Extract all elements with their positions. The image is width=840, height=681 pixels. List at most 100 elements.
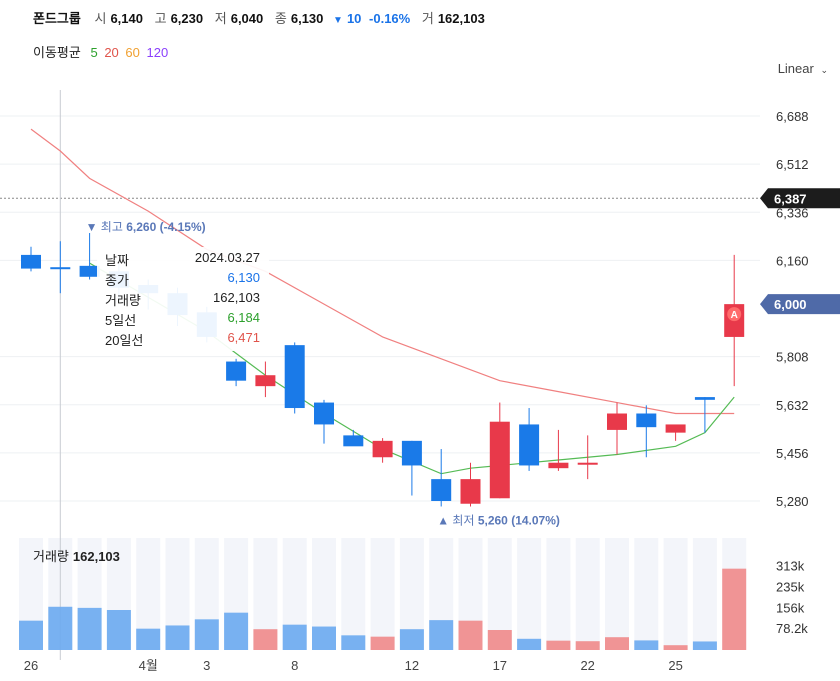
- crosshair-tooltip: 날짜 2024.03.27 종가 6,130 거래량 162,103 5일선 6…: [97, 247, 269, 351]
- volume-bar[interactable]: [575, 641, 600, 650]
- ma-20[interactable]: 20: [104, 45, 119, 60]
- volume-column-bg: [692, 538, 717, 650]
- volume-bar[interactable]: [341, 635, 366, 650]
- volume-column-bg: [517, 538, 542, 650]
- tooltip-close-row: 종가 6,130: [105, 270, 260, 290]
- volume-bar[interactable]: [692, 641, 717, 650]
- alert-marker-icon[interactable]: [727, 307, 742, 322]
- x-tick-label: 26: [24, 658, 38, 673]
- candle-body[interactable]: [460, 479, 481, 504]
- volume-bar[interactable]: [19, 620, 43, 650]
- x-tick-label: 25: [668, 658, 682, 673]
- chevron-down-icon: ⌄: [820, 65, 828, 75]
- volume-bar[interactable]: [487, 630, 512, 650]
- ma-60[interactable]: 60: [125, 45, 140, 60]
- candle-body[interactable]: [255, 375, 276, 387]
- candle-body[interactable]: [401, 440, 422, 466]
- candle-body[interactable]: [519, 424, 540, 466]
- x-tick-label: 3: [203, 658, 210, 673]
- price-tick-label: 5,632: [776, 398, 809, 413]
- volume-bar[interactable]: [282, 624, 307, 650]
- ma-120[interactable]: 120: [146, 45, 169, 60]
- candle-body[interactable]: [694, 397, 715, 400]
- volume-bar[interactable]: [165, 625, 190, 650]
- volume-label: 거: [421, 11, 434, 26]
- open-label: 시: [94, 11, 107, 26]
- volume-bar[interactable]: [77, 607, 102, 650]
- volume-tick-label: 235k: [776, 579, 805, 594]
- moving-average-legend[interactable]: 이동평균 5 20 60 120: [33, 42, 171, 61]
- candle-body[interactable]: [548, 462, 569, 469]
- volume-bar[interactable]: [663, 645, 688, 650]
- volume-bar[interactable]: [48, 606, 73, 650]
- volume-tick-label: 156k: [776, 600, 805, 615]
- high-annotation: ▼ 최고 6,260 (-4.15%): [86, 220, 206, 234]
- volume-bar[interactable]: [722, 568, 747, 650]
- volume-panel-label: 거래량: [33, 549, 69, 564]
- price-tick-label: 6,336: [776, 205, 809, 220]
- close-value: 6,130: [290, 11, 324, 26]
- volume-bar[interactable]: [370, 636, 395, 650]
- last-price-label: 6,000: [774, 297, 807, 312]
- tooltip-ma5-row: 5일선 6,184: [105, 310, 260, 330]
- candle-body[interactable]: [431, 479, 452, 501]
- price-tick-label: 5,280: [776, 494, 809, 509]
- volume-column-bg: [575, 538, 600, 650]
- volume-bar[interactable]: [399, 629, 424, 650]
- volume-bar[interactable]: [224, 612, 249, 650]
- change-value: 10: [346, 11, 362, 26]
- scale-mode-label: Linear: [777, 61, 814, 76]
- volume-bar[interactable]: [546, 640, 571, 650]
- candle-body[interactable]: [607, 413, 627, 430]
- x-tick-label: 17: [493, 658, 507, 673]
- candle-body[interactable]: [372, 440, 393, 458]
- ma20-line: [30, 128, 735, 415]
- candle-body[interactable]: [489, 421, 510, 499]
- x-tick-label: 4월: [139, 658, 158, 673]
- candle-body[interactable]: [226, 361, 247, 381]
- high-value: 6,230: [170, 11, 204, 26]
- stock-name: 폰드그룹: [33, 11, 81, 26]
- volume-bar[interactable]: [605, 637, 629, 650]
- candle-body[interactable]: [284, 345, 305, 409]
- volume-value: 162,103: [437, 11, 485, 26]
- volume-bar[interactable]: [429, 620, 454, 650]
- candle-body[interactable]: [21, 254, 41, 269]
- tooltip-ma20: 6,471: [227, 330, 260, 345]
- volume-bar[interactable]: [136, 628, 161, 650]
- candle-body[interactable]: [636, 413, 657, 428]
- ma5-line: [89, 262, 735, 475]
- volume-bar[interactable]: [194, 619, 219, 650]
- tooltip-ma5: 6,184: [227, 310, 260, 325]
- price-tick-label: 6,160: [776, 253, 809, 268]
- tooltip-ma5-label: 5일선: [105, 313, 137, 328]
- volume-column-bg: [663, 538, 688, 650]
- volume-panel-value: 162,103: [72, 549, 120, 564]
- high-label: 고: [154, 11, 167, 26]
- volume-column-bg: [370, 538, 395, 650]
- candle-body[interactable]: [314, 402, 334, 425]
- volume-bar[interactable]: [253, 629, 278, 650]
- volume-bar[interactable]: [517, 638, 542, 650]
- tooltip-close: 6,130: [227, 270, 260, 285]
- volume-column-bg: [546, 538, 571, 650]
- volume-column-bg: [341, 538, 366, 650]
- candle-body[interactable]: [577, 462, 598, 465]
- scale-mode-button[interactable]: Linear ⌄: [778, 61, 828, 76]
- x-tick-label: 8: [291, 658, 298, 673]
- candle-body[interactable]: [79, 265, 100, 277]
- candle-body[interactable]: [50, 267, 71, 270]
- x-tick-label: 12: [405, 658, 419, 673]
- ma-5[interactable]: 5: [90, 45, 98, 60]
- volume-bar[interactable]: [458, 620, 483, 650]
- candle-body[interactable]: [665, 424, 686, 433]
- volume-bar[interactable]: [312, 626, 336, 650]
- change-down-icon: ▼: [333, 15, 343, 26]
- candle-body[interactable]: [343, 435, 364, 447]
- volume-panel-title: 거래량 162,103: [33, 546, 120, 565]
- current-price-label: 6,387: [774, 191, 807, 206]
- current-price-badge: [760, 188, 840, 209]
- volume-bar[interactable]: [634, 640, 659, 650]
- price-tick-label: 6,688: [776, 109, 809, 124]
- volume-bar[interactable]: [106, 610, 131, 650]
